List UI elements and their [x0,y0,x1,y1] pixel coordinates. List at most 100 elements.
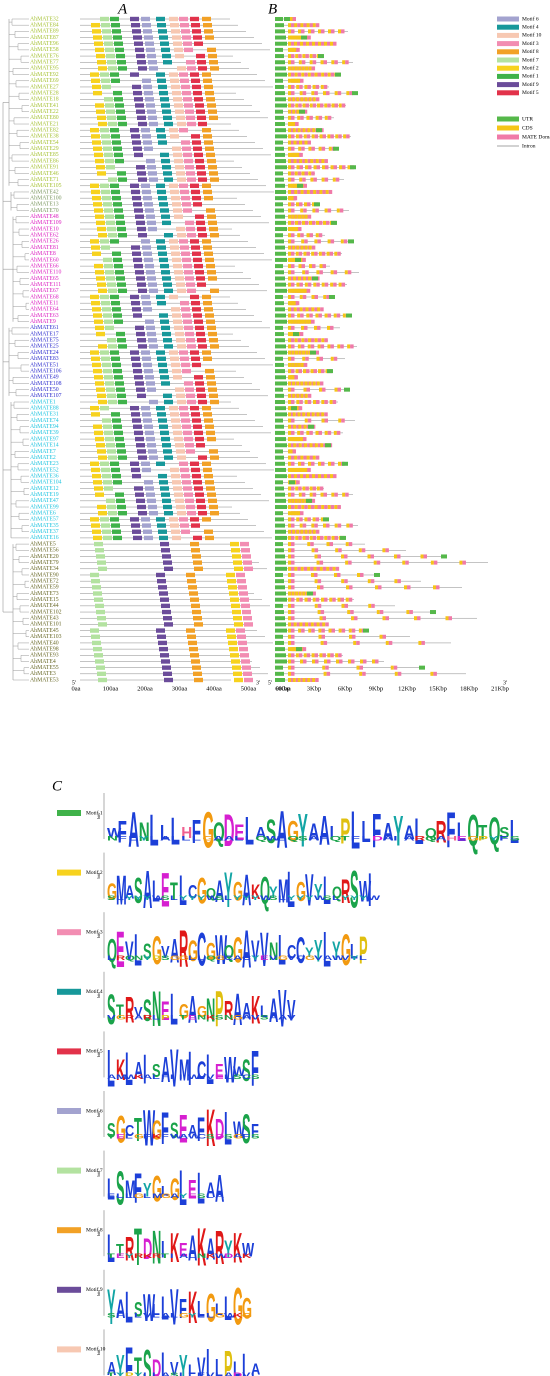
cds-block [288,381,291,386]
domain-block [300,313,304,318]
motif-box [146,270,155,275]
motif-box [240,541,249,547]
motif-box [205,535,214,541]
motif-box [173,430,182,436]
utr-block [275,307,285,312]
logo-letter: Q [332,885,342,903]
cds-block [360,659,363,664]
domain-block [291,492,295,497]
motif-box [102,529,111,534]
motif-box [198,66,207,71]
motif-box [111,189,120,195]
logo-letter: F [446,803,455,858]
domain-block [385,548,389,553]
motif-box [180,356,189,361]
cds-block [299,294,303,299]
motif-box [164,399,173,405]
cds-block [288,566,291,571]
logo-letter: A [278,1015,287,1022]
motif-box [184,158,193,164]
domain-block [323,60,327,65]
cds-block [291,47,295,52]
cds-block [312,455,316,460]
motif-box [138,121,147,127]
cds-block [318,474,321,479]
domain-block [315,455,320,460]
logo-letter: A [215,1168,224,1211]
domain-block [308,307,312,312]
motif-box [157,578,166,584]
motif-box [243,560,252,565]
motif-box [164,344,173,349]
cds-block [346,91,350,96]
domain-block [312,443,316,448]
cds-block [312,41,315,46]
motif-box [197,226,206,232]
logo-letter: D [233,1372,242,1376]
logo-letter: I [330,823,334,844]
cds-block [288,616,291,621]
motif-box [185,109,194,114]
motif-box [92,84,101,90]
cds-block [309,535,313,540]
cds-block [327,134,331,139]
motif-box [107,393,116,399]
utr-block [275,449,283,454]
domain-block [323,640,328,645]
utr-block [275,523,285,528]
cds-block [304,159,308,164]
motif-box [204,418,213,423]
gene-name: AhMATE43 [30,616,59,622]
gene-name: AhMATE60 [30,257,59,263]
cds-block [292,301,296,306]
motif-box [198,511,207,516]
logo-axis-label: bits [96,1349,101,1355]
logo-letter: L [351,801,360,861]
motif-box [134,486,143,491]
cds-block [288,294,291,299]
logo-letter: S [215,1015,224,1022]
logo-letter: W [188,1134,201,1141]
domain-block [320,344,325,349]
domain-block [293,196,298,201]
domain-block [291,678,295,682]
cds-block [288,208,291,213]
motif-box [98,566,107,572]
cds-block [303,387,307,392]
domain-block [310,344,315,349]
cds-block [288,171,291,176]
motif-box [158,640,167,646]
domain-block [351,659,355,664]
domain-block [307,282,312,287]
motif-box [110,461,119,466]
domain-block [308,622,312,627]
logo-letter: L [107,955,115,962]
cds-block [300,208,304,213]
motif-box [91,22,100,28]
cds-block [298,591,302,596]
motif-box [189,646,198,652]
domain-block [298,653,303,658]
motif-box [118,455,127,460]
motif-box [190,541,199,547]
motif-box [149,121,158,127]
logo-letter: S [170,1118,179,1142]
motif-box [197,115,206,121]
cds-block [312,381,316,386]
cds-block [317,103,320,108]
cds-block [291,498,295,503]
domain-block [327,208,332,213]
motif-box [176,338,185,343]
motif-box [94,375,103,380]
motif-box [157,189,166,195]
cds-block [324,103,328,108]
motif-box [193,146,202,151]
motif-box [100,72,109,77]
motif-box [141,183,150,188]
logo-letter: G [233,878,243,907]
logo-letter: I [368,865,372,917]
motif-box [177,455,186,460]
gene-name: AhMATE71 [30,177,59,183]
domain-block [356,640,360,645]
motif-box [103,480,112,485]
